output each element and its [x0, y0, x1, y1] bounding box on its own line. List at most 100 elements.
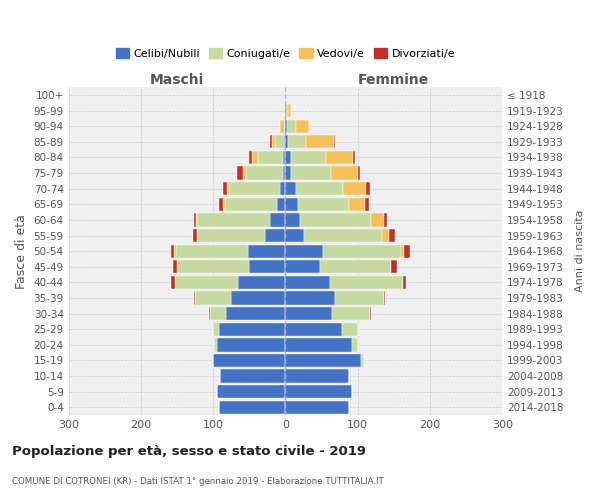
- Bar: [284, 135, 286, 148]
- Bar: [217, 385, 286, 398]
- Bar: [403, 276, 406, 289]
- Bar: [286, 182, 296, 196]
- Bar: [171, 276, 175, 289]
- Bar: [286, 385, 352, 398]
- Bar: [332, 307, 370, 320]
- Bar: [211, 307, 226, 320]
- Bar: [296, 120, 308, 133]
- Bar: [219, 400, 286, 414]
- Bar: [193, 229, 197, 242]
- Bar: [320, 260, 391, 274]
- Bar: [286, 400, 349, 414]
- Bar: [401, 244, 404, 258]
- Bar: [214, 338, 217, 351]
- Bar: [247, 166, 283, 179]
- Bar: [371, 214, 384, 226]
- Bar: [286, 229, 304, 242]
- Bar: [283, 151, 286, 164]
- Bar: [223, 198, 225, 211]
- Bar: [352, 338, 358, 351]
- Bar: [286, 292, 335, 304]
- Bar: [284, 120, 286, 133]
- Bar: [219, 198, 223, 211]
- Legend: Celibi/Nubili, Coniugati/e, Vedovi/e, Divorziati/e: Celibi/Nubili, Coniugati/e, Vedovi/e, Di…: [111, 44, 460, 63]
- Bar: [238, 276, 286, 289]
- Bar: [280, 120, 284, 133]
- Bar: [213, 354, 286, 367]
- Bar: [286, 370, 349, 382]
- Bar: [217, 338, 286, 351]
- Bar: [194, 292, 195, 304]
- Bar: [286, 260, 320, 274]
- Bar: [209, 307, 211, 320]
- Bar: [231, 292, 286, 304]
- Y-axis label: Fasce di età: Fasce di età: [15, 214, 28, 288]
- Bar: [286, 338, 352, 351]
- Bar: [391, 260, 397, 274]
- Bar: [219, 322, 286, 336]
- Bar: [275, 135, 284, 148]
- Y-axis label: Anni di nascita: Anni di nascita: [575, 210, 585, 292]
- Bar: [286, 307, 332, 320]
- Bar: [370, 307, 371, 320]
- Bar: [353, 151, 355, 164]
- Bar: [365, 198, 368, 211]
- Bar: [252, 151, 258, 164]
- Bar: [174, 244, 176, 258]
- Bar: [265, 229, 286, 242]
- Bar: [304, 229, 382, 242]
- Bar: [367, 182, 370, 196]
- Bar: [334, 135, 335, 148]
- Bar: [298, 198, 349, 211]
- Bar: [237, 166, 243, 179]
- Bar: [291, 166, 331, 179]
- Bar: [177, 260, 250, 274]
- Bar: [286, 120, 287, 133]
- Bar: [229, 182, 280, 196]
- Bar: [326, 151, 353, 164]
- Bar: [176, 244, 248, 258]
- Bar: [286, 244, 323, 258]
- Bar: [243, 166, 247, 179]
- Bar: [382, 229, 389, 242]
- Bar: [384, 214, 388, 226]
- Bar: [287, 120, 296, 133]
- Bar: [195, 292, 231, 304]
- Bar: [227, 182, 229, 196]
- Text: Maschi: Maschi: [150, 73, 204, 87]
- Bar: [343, 182, 367, 196]
- Bar: [286, 322, 342, 336]
- Bar: [226, 307, 286, 320]
- Bar: [213, 322, 219, 336]
- Bar: [280, 182, 286, 196]
- Bar: [349, 198, 365, 211]
- Bar: [258, 151, 283, 164]
- Bar: [287, 104, 291, 118]
- Bar: [197, 214, 269, 226]
- Bar: [335, 292, 384, 304]
- Bar: [283, 166, 286, 179]
- Bar: [286, 166, 291, 179]
- Bar: [277, 198, 286, 211]
- Bar: [225, 198, 277, 211]
- Bar: [248, 151, 252, 164]
- Bar: [223, 182, 227, 196]
- Bar: [286, 151, 291, 164]
- Bar: [173, 260, 177, 274]
- Bar: [286, 354, 361, 367]
- Bar: [296, 182, 343, 196]
- Bar: [196, 214, 197, 226]
- Text: COMUNE DI COTRONEI (KR) - Dati ISTAT 1° gennaio 2019 - Elaborazione TUTTITALIA.I: COMUNE DI COTRONEI (KR) - Dati ISTAT 1° …: [12, 477, 384, 486]
- Bar: [194, 214, 196, 226]
- Bar: [291, 151, 326, 164]
- Bar: [389, 229, 395, 242]
- Bar: [289, 135, 307, 148]
- Bar: [331, 166, 358, 179]
- Bar: [361, 354, 364, 367]
- Bar: [250, 260, 286, 274]
- Bar: [286, 276, 330, 289]
- Bar: [286, 104, 287, 118]
- Bar: [269, 214, 286, 226]
- Bar: [175, 276, 238, 289]
- Bar: [286, 198, 298, 211]
